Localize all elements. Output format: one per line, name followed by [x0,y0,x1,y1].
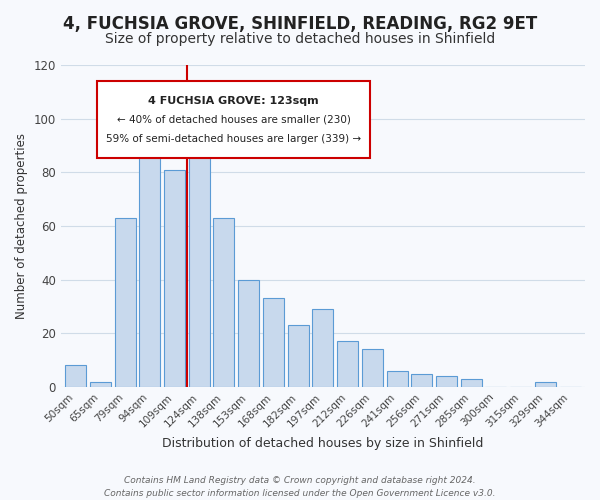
Bar [535,382,556,387]
Bar [313,309,334,387]
Bar [189,118,210,387]
Bar [139,143,160,387]
Text: Size of property relative to detached houses in Shinfield: Size of property relative to detached ho… [105,32,495,46]
Text: 59% of semi-detached houses are larger (339) →: 59% of semi-detached houses are larger (… [106,134,361,144]
Text: ← 40% of detached houses are smaller (230): ← 40% of detached houses are smaller (23… [117,115,351,125]
Bar [436,376,457,387]
Bar [164,170,185,387]
Bar [65,366,86,387]
Bar [386,371,407,387]
Bar [362,350,383,387]
Text: Contains public sector information licensed under the Open Government Licence v3: Contains public sector information licen… [104,488,496,498]
Bar [287,325,308,387]
Text: 4 FUCHSIA GROVE: 123sqm: 4 FUCHSIA GROVE: 123sqm [148,96,319,106]
Text: Contains HM Land Registry data © Crown copyright and database right 2024.: Contains HM Land Registry data © Crown c… [124,476,476,485]
Bar [214,218,235,387]
FancyBboxPatch shape [97,81,370,158]
Bar [238,280,259,387]
X-axis label: Distribution of detached houses by size in Shinfield: Distribution of detached houses by size … [162,437,484,450]
Bar [115,218,136,387]
Bar [90,382,111,387]
Bar [263,298,284,387]
Y-axis label: Number of detached properties: Number of detached properties [15,133,28,319]
Bar [461,379,482,387]
Bar [411,374,433,387]
Text: 4, FUCHSIA GROVE, SHINFIELD, READING, RG2 9ET: 4, FUCHSIA GROVE, SHINFIELD, READING, RG… [63,15,537,33]
Bar [337,342,358,387]
